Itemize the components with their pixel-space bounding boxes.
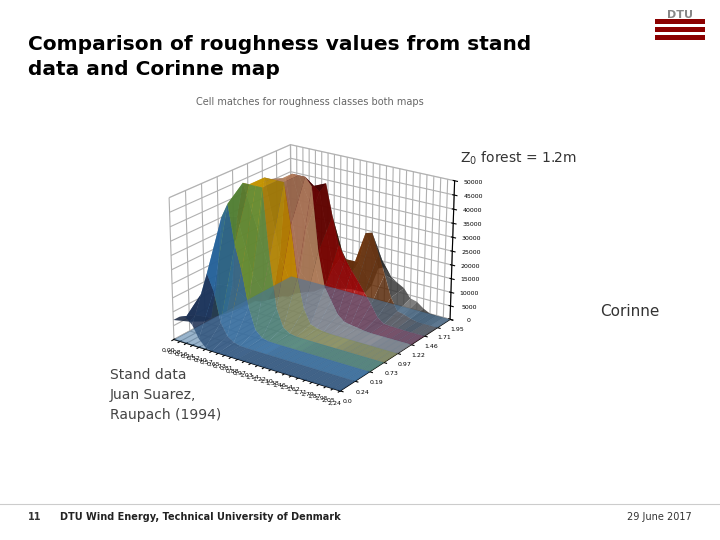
- Text: Raupach (1994): Raupach (1994): [110, 408, 221, 422]
- Text: DTU Wind Energy, Technical University of Denmark: DTU Wind Energy, Technical University of…: [60, 512, 341, 522]
- Text: Corinne: Corinne: [600, 305, 660, 320]
- Text: 29 June 2017: 29 June 2017: [627, 512, 692, 522]
- Bar: [655, 27, 705, 32]
- Title: Cell matches for roughness classes both maps: Cell matches for roughness classes both …: [196, 97, 423, 107]
- Text: Juan Suarez,: Juan Suarez,: [110, 388, 197, 402]
- Text: data and Corinne map: data and Corinne map: [28, 60, 280, 79]
- Text: 11: 11: [28, 512, 42, 522]
- Text: Comparison of roughness values from stand: Comparison of roughness values from stan…: [28, 35, 531, 54]
- Bar: [655, 35, 705, 40]
- Text: Z$_0$ forest = 1.2m: Z$_0$ forest = 1.2m: [460, 150, 577, 167]
- Bar: [655, 19, 705, 24]
- Text: DTU: DTU: [667, 10, 693, 20]
- Text: Stand data: Stand data: [110, 368, 186, 382]
